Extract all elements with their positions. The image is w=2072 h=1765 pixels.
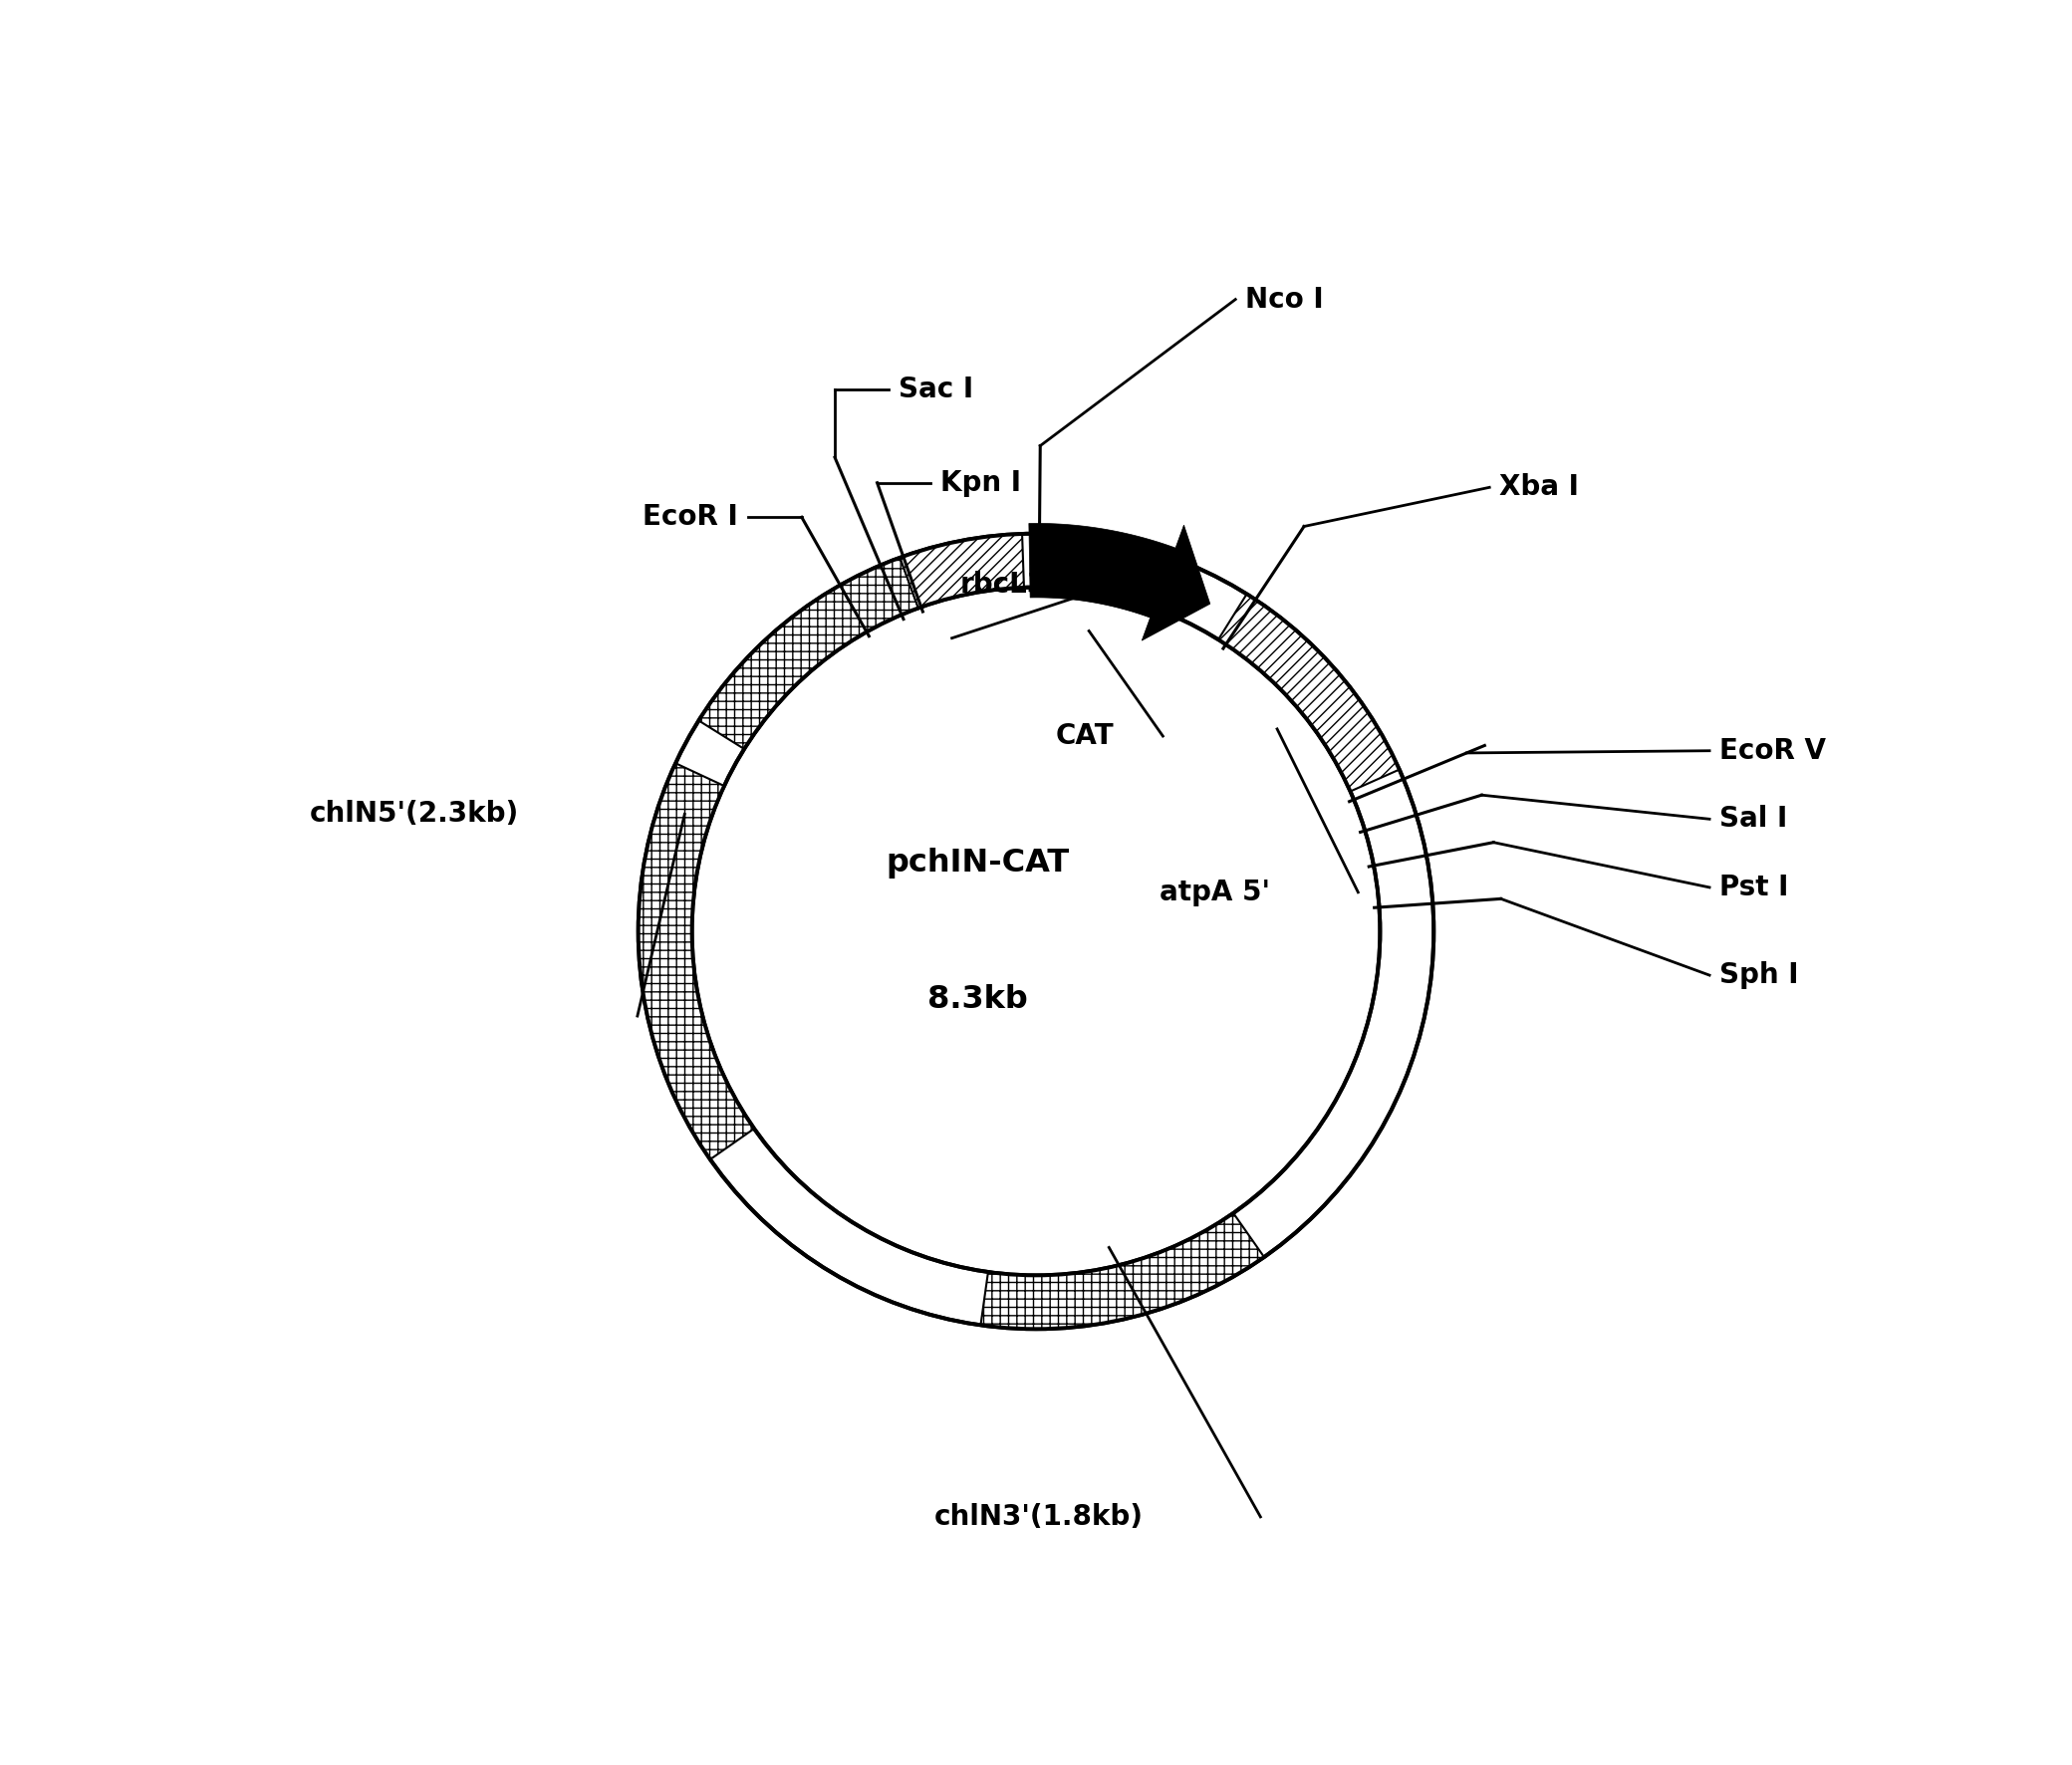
Text: Nco I: Nco I xyxy=(1245,286,1324,314)
Text: Xba I: Xba I xyxy=(1500,473,1579,501)
Text: CAT: CAT xyxy=(1057,722,1115,750)
Text: pchIN-CAT: pchIN-CAT xyxy=(885,847,1069,879)
Text: EcoR I: EcoR I xyxy=(642,503,738,531)
Wedge shape xyxy=(638,533,1434,1329)
Wedge shape xyxy=(638,762,754,1160)
Text: rbcL3': rbcL3' xyxy=(959,570,1055,598)
Wedge shape xyxy=(980,1213,1264,1329)
Text: Sac I: Sac I xyxy=(899,376,974,402)
Text: chlN5'(2.3kb): chlN5'(2.3kb) xyxy=(309,800,518,828)
Text: Pst I: Pst I xyxy=(1720,874,1788,902)
Wedge shape xyxy=(698,558,918,748)
Text: Kpn I: Kpn I xyxy=(941,469,1021,496)
Wedge shape xyxy=(899,533,1024,607)
Text: Sph I: Sph I xyxy=(1720,962,1798,988)
Text: chlN3'(1.8kb): chlN3'(1.8kb) xyxy=(934,1504,1144,1530)
Text: EcoR V: EcoR V xyxy=(1720,736,1825,764)
Text: atpA 5': atpA 5' xyxy=(1160,879,1270,905)
Wedge shape xyxy=(1218,595,1399,791)
Text: 8.3kb: 8.3kb xyxy=(928,985,1028,1015)
Polygon shape xyxy=(1030,524,1210,641)
Text: Sal I: Sal I xyxy=(1720,805,1788,833)
